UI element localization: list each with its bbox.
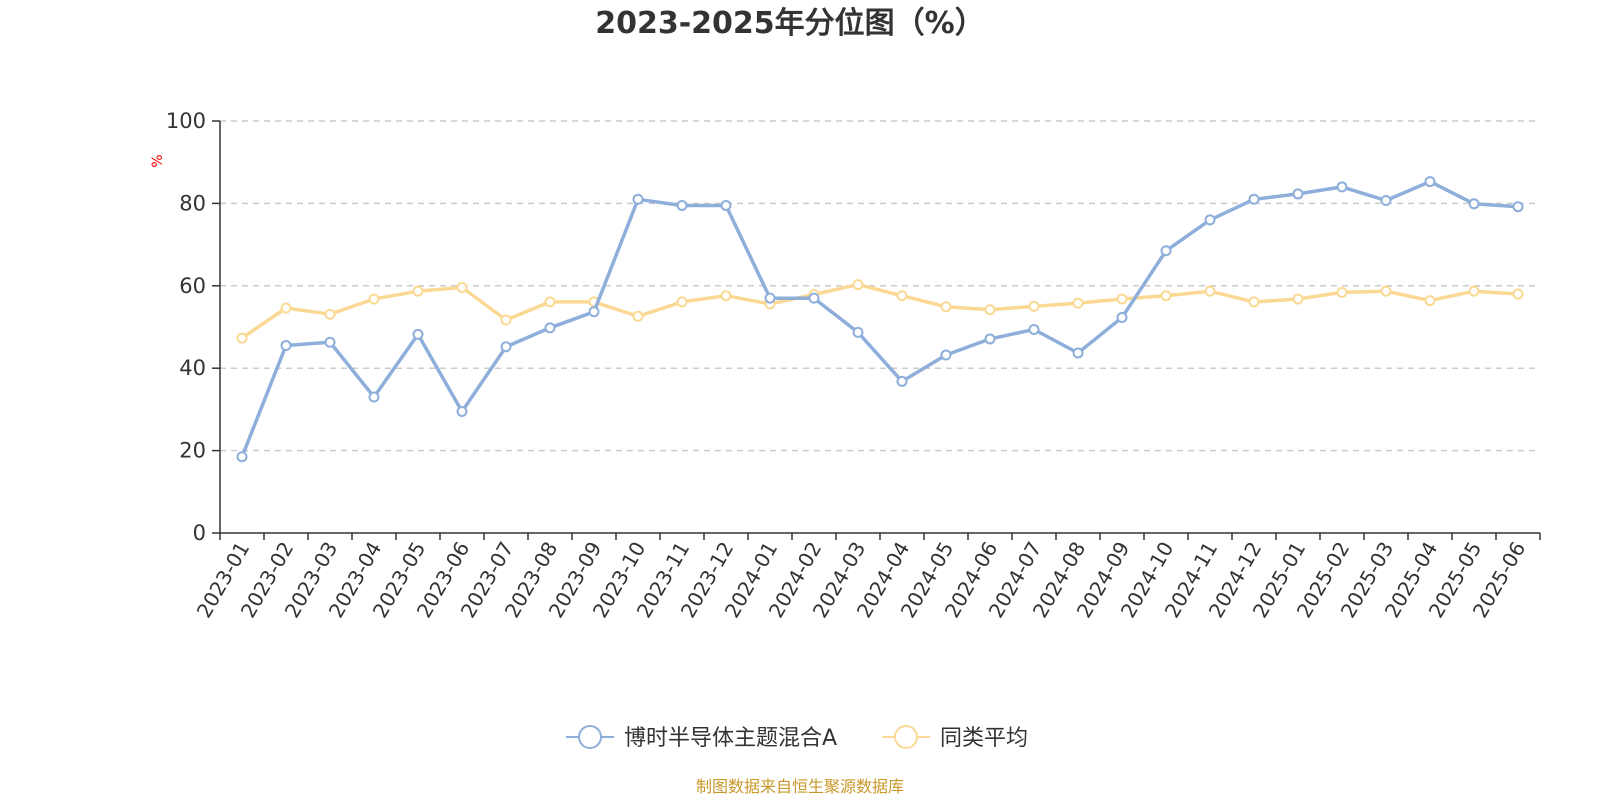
data-point [1072,347,1084,359]
data-point [1512,288,1524,300]
data-point [1380,195,1392,207]
legend[interactable]: 博时半导体主题混合A 同类平均 [566,725,1028,751]
data-point [1512,201,1524,213]
legend-item-1[interactable]: 博时半导体主题混合A [566,725,837,751]
data-point [852,326,864,338]
data-point [456,405,468,417]
data-point [500,341,512,353]
x-tick-labels: 2023-012023-022023-032023-042023-052023-… [192,538,1531,622]
data-point [236,451,248,463]
data-point [1204,285,1216,297]
data-point [984,304,996,316]
axes [212,120,1541,540]
legend-label: 同类平均 [940,726,1028,751]
y-tick-label: 100 [166,109,206,133]
legend-item-2[interactable]: 同类平均 [882,725,1028,751]
data-point [1028,323,1040,335]
data-point [1380,285,1392,297]
data-point [324,308,336,320]
data-point [368,293,380,305]
data-point [412,285,424,297]
series-group [236,176,1524,463]
data-point [236,332,248,344]
data-point [280,302,292,314]
data-point [1028,300,1040,312]
data-point [632,310,644,322]
data-point [412,328,424,340]
data-point [764,292,776,304]
data-point [588,306,600,318]
data-point [852,279,864,291]
grid-lines [220,120,1540,452]
y-tick-label: 40 [179,356,206,380]
y-axis-label: % [150,154,166,167]
y-tick-label: 60 [179,274,206,298]
source-note: 制图数据来自恒生聚源数据库 [696,777,904,796]
data-point [1116,312,1128,324]
data-point [1160,245,1172,257]
series-line [240,282,1520,340]
data-point [632,193,644,205]
data-point [1468,198,1480,210]
y-tick-label: 20 [179,439,206,463]
y-tick-label: 80 [179,191,206,215]
data-point [1336,286,1348,298]
data-point [1248,296,1260,308]
data-point [280,340,292,352]
data-point [1336,181,1348,193]
data-point [940,349,952,361]
data-point [1424,176,1436,188]
data-point [1248,193,1260,205]
data-point [1072,297,1084,309]
data-point [1424,295,1436,307]
data-point [324,336,336,348]
data-point [984,333,996,345]
data-point [544,296,556,308]
data-point [1204,214,1216,226]
data-point [500,314,512,326]
legend-marker [894,725,918,749]
data-point [676,296,688,308]
data-point [896,290,908,302]
data-point [1468,285,1480,297]
data-point [1116,293,1128,305]
legend-label: 博时半导体主题混合A [624,726,837,751]
series-line [240,179,1520,459]
data-point [676,199,688,211]
y-tick-label: 0 [193,521,206,545]
series-1 [236,176,1524,463]
data-point [1292,188,1304,200]
chart-title: 2023-2025年分位图（%） [595,6,985,41]
data-point [1292,293,1304,305]
data-point [896,375,908,387]
data-point [1160,290,1172,302]
legend-marker [578,725,602,749]
data-point [544,322,556,334]
data-point [456,281,468,293]
data-point [720,290,732,302]
data-point [808,292,820,304]
data-point [720,199,732,211]
data-point [368,391,380,403]
y-tick-labels: 0 20 40 60 80 100 [166,109,206,545]
series-2 [236,279,1524,344]
data-point [940,301,952,313]
